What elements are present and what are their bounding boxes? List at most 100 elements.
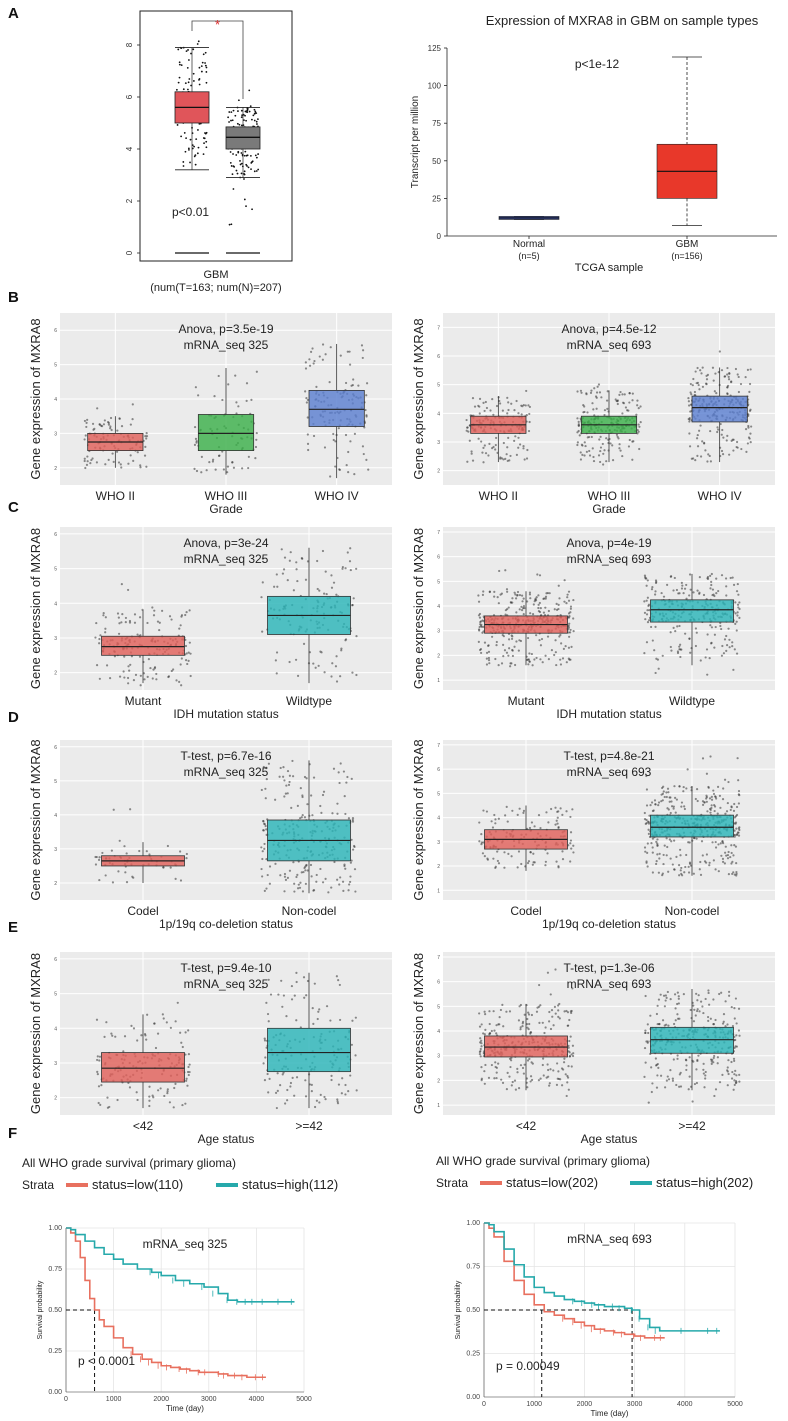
data-point — [222, 468, 225, 471]
data-point — [126, 676, 130, 680]
data-point — [145, 850, 148, 853]
data-point — [204, 132, 206, 134]
data-point — [481, 619, 484, 622]
data-point — [306, 442, 310, 445]
data-point — [662, 790, 665, 793]
data-point — [332, 438, 335, 442]
data-point — [673, 576, 676, 580]
data-point — [679, 854, 682, 857]
data-point — [557, 584, 560, 587]
data-point — [335, 593, 338, 596]
data-point — [338, 468, 341, 471]
data-point — [177, 48, 180, 51]
data-point — [509, 601, 512, 604]
data-point — [252, 114, 255, 117]
data-point — [529, 1031, 532, 1034]
data-point — [336, 1100, 339, 1103]
data-point — [556, 1077, 559, 1080]
data-point — [466, 460, 469, 463]
data-point — [354, 1016, 357, 1019]
data-point — [508, 647, 511, 650]
data-point — [735, 872, 738, 875]
data-point — [148, 1095, 151, 1098]
data-point — [712, 792, 716, 796]
x-tick-label: 1000 — [106, 1396, 122, 1403]
data-point — [513, 439, 516, 442]
data-point — [306, 803, 309, 806]
data-point — [179, 879, 183, 882]
data-point — [151, 677, 154, 680]
data-point — [722, 652, 726, 655]
data-point — [738, 607, 741, 611]
data-point — [670, 805, 674, 808]
data-point — [673, 868, 676, 871]
data-point — [351, 818, 354, 822]
data-point — [659, 993, 662, 996]
data-point — [570, 1053, 573, 1056]
data-point — [724, 812, 727, 815]
y-tick-label: 3 — [54, 431, 57, 437]
data-point — [652, 809, 655, 812]
data-point — [675, 798, 678, 801]
y-tick-label: 25 — [432, 194, 441, 203]
data-point — [727, 873, 730, 876]
data-point — [735, 862, 738, 865]
data-point — [667, 1078, 671, 1081]
data-point — [330, 1078, 333, 1082]
data-point — [500, 662, 504, 665]
data-point — [324, 1098, 327, 1101]
data-point — [658, 1022, 661, 1026]
data-point — [89, 462, 92, 465]
data-point — [86, 460, 89, 463]
data-point — [221, 398, 224, 402]
data-point — [504, 457, 507, 461]
data-point — [263, 842, 266, 846]
data-point — [533, 658, 536, 661]
data-point — [687, 865, 690, 868]
data-point — [541, 1063, 544, 1067]
data-point — [701, 854, 704, 857]
data-point — [303, 775, 307, 779]
data-point — [528, 826, 532, 830]
data-point — [362, 452, 365, 456]
data-point — [144, 1034, 147, 1037]
data-point — [347, 471, 350, 474]
data-point — [237, 110, 239, 112]
data-point — [487, 644, 490, 647]
data-point — [680, 587, 684, 590]
data-point — [234, 114, 237, 117]
data-point — [127, 462, 130, 465]
data-point — [309, 350, 313, 353]
data-point — [352, 378, 355, 381]
data-point — [647, 1031, 650, 1035]
data-point — [528, 420, 531, 424]
data-point — [715, 797, 718, 800]
data-point — [525, 457, 529, 460]
data-point — [658, 857, 661, 860]
data-point — [676, 1013, 679, 1016]
x-tick-label: 5000 — [727, 1401, 743, 1408]
data-point — [712, 593, 715, 596]
data-point — [255, 120, 258, 123]
data-point — [114, 1035, 117, 1038]
data-point — [696, 1058, 699, 1062]
data-point — [567, 1065, 570, 1068]
data-point — [528, 652, 531, 655]
data-point — [656, 844, 659, 847]
data-point — [537, 594, 540, 597]
data-point — [603, 449, 606, 452]
data-point — [161, 609, 164, 612]
data-point — [295, 561, 298, 564]
data-point — [569, 839, 573, 842]
data-point — [187, 59, 190, 61]
data-point — [168, 1101, 172, 1104]
data-point — [217, 374, 220, 378]
y-tick-label: 2 — [437, 469, 440, 475]
data-point — [725, 634, 728, 638]
data-point — [282, 1071, 285, 1074]
data-point — [245, 163, 248, 166]
data-point — [737, 789, 741, 793]
data-point — [707, 1019, 710, 1022]
data-point — [713, 809, 716, 813]
data-point — [253, 108, 256, 111]
